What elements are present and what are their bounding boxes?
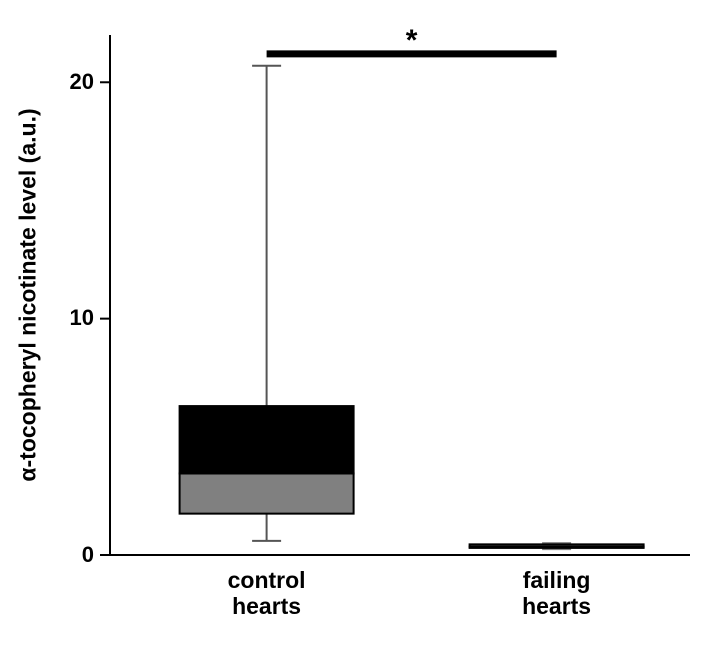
y-tick-label: 0: [82, 542, 94, 568]
y-tick-label: 10: [70, 305, 94, 331]
x-category-label: controlhearts: [177, 567, 357, 620]
y-axis-label: α-tocopheryl nicotinate level (a.u.): [15, 108, 42, 481]
x-category-label: failinghearts: [467, 567, 647, 620]
y-tick-label: 20: [70, 69, 94, 95]
boxplot-chart: * 0 10 20 α-tocopheryl nicotinate level (a.…: [0, 0, 720, 670]
significance-marker: *: [406, 24, 418, 57]
